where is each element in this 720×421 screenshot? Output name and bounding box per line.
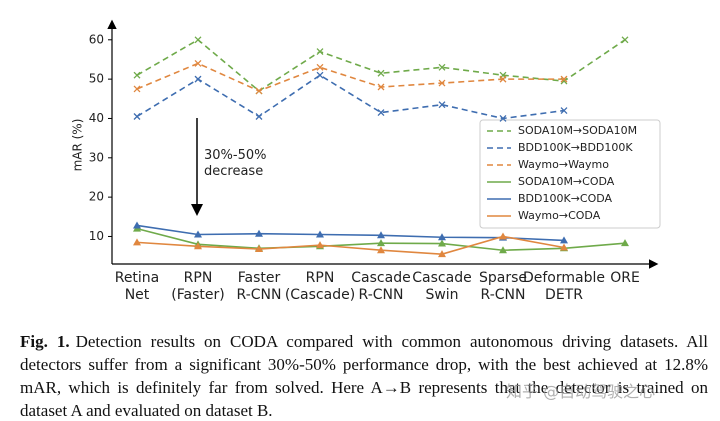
x-tick-label: Faster R-CNN	[236, 270, 282, 303]
point	[438, 233, 446, 241]
point	[438, 250, 446, 258]
annotation: 30%-50% decrease	[204, 148, 267, 179]
legend-label: BDD100K→CODA	[518, 192, 613, 205]
x-tick-label: RPN (Faster)	[171, 270, 225, 303]
y-tick-label: 20	[89, 190, 104, 204]
watermark: 知乎 @自动驾驶之心	[506, 382, 656, 401]
series-line	[136, 235, 565, 255]
legend-box	[479, 119, 661, 229]
caption-text: Detection results on CODA compared with …	[20, 332, 709, 420]
point	[377, 231, 385, 239]
legend-label: SODA10M→CODA	[518, 175, 615, 188]
series-line	[136, 38, 626, 92]
point	[621, 36, 629, 44]
point	[133, 113, 141, 120]
point	[316, 63, 324, 71]
x-tick-label: RPN (Cascade)	[284, 270, 356, 303]
legend-label: SODA10M→SODA10M	[518, 124, 637, 137]
point	[438, 239, 446, 247]
point	[194, 75, 202, 83]
point	[194, 59, 202, 67]
point	[194, 36, 202, 44]
point	[560, 236, 568, 244]
point	[499, 246, 507, 254]
y-tick-label: 50	[89, 72, 104, 86]
point	[438, 101, 446, 109]
point	[133, 238, 141, 246]
point	[255, 87, 263, 95]
series-line	[136, 74, 565, 120]
x-tick-label: Cascade R-CNN	[351, 270, 411, 303]
point	[133, 71, 141, 79]
point	[255, 245, 263, 253]
point	[377, 69, 385, 77]
point	[316, 230, 324, 238]
chart: mAR (%) 10 20 30 40 50 60 SODA10M→SODA10M BDD10…	[71, 19, 661, 269]
point	[499, 75, 507, 83]
y-tick-label: 40	[89, 111, 104, 125]
point	[499, 232, 507, 240]
point	[133, 221, 141, 229]
point	[438, 63, 446, 71]
caption-label: Fig. 1.	[20, 332, 70, 351]
point	[377, 83, 385, 91]
y-axis-label: mAR (%)	[71, 119, 85, 172]
point	[560, 243, 568, 251]
caption: Fig. 1. Detection results on CODA compare…	[20, 330, 708, 421]
point	[560, 75, 568, 83]
point	[377, 239, 385, 247]
legend-label: BDD100K→BDD100K	[518, 141, 633, 154]
point	[499, 115, 507, 122]
series-line	[136, 224, 565, 242]
y-tick-label: 10	[89, 229, 104, 243]
point	[316, 241, 324, 249]
point	[377, 246, 385, 254]
y-tick-label: 60	[89, 32, 104, 46]
x-tick-label: Sparse R-CNN	[478, 270, 527, 303]
y-tick-label: 30	[89, 150, 104, 164]
point	[255, 229, 263, 237]
series-line	[136, 62, 564, 92]
point	[316, 48, 324, 56]
point	[316, 71, 324, 79]
point	[560, 107, 568, 115]
point	[194, 242, 202, 250]
legend-label: Waymo→Waymo	[518, 158, 609, 171]
point	[438, 79, 446, 87]
x-tick-label: Cascade Swin	[412, 270, 472, 303]
x-tick-label: Deformable DETR	[522, 270, 605, 303]
x-tick-label: Retina Net	[114, 270, 160, 303]
point	[377, 109, 385, 117]
x-tick-label: ORE	[610, 270, 640, 286]
point	[621, 239, 629, 247]
legend-label: Waymo→CODA	[518, 209, 601, 222]
point	[133, 85, 141, 93]
point	[194, 230, 202, 238]
point	[255, 113, 263, 120]
